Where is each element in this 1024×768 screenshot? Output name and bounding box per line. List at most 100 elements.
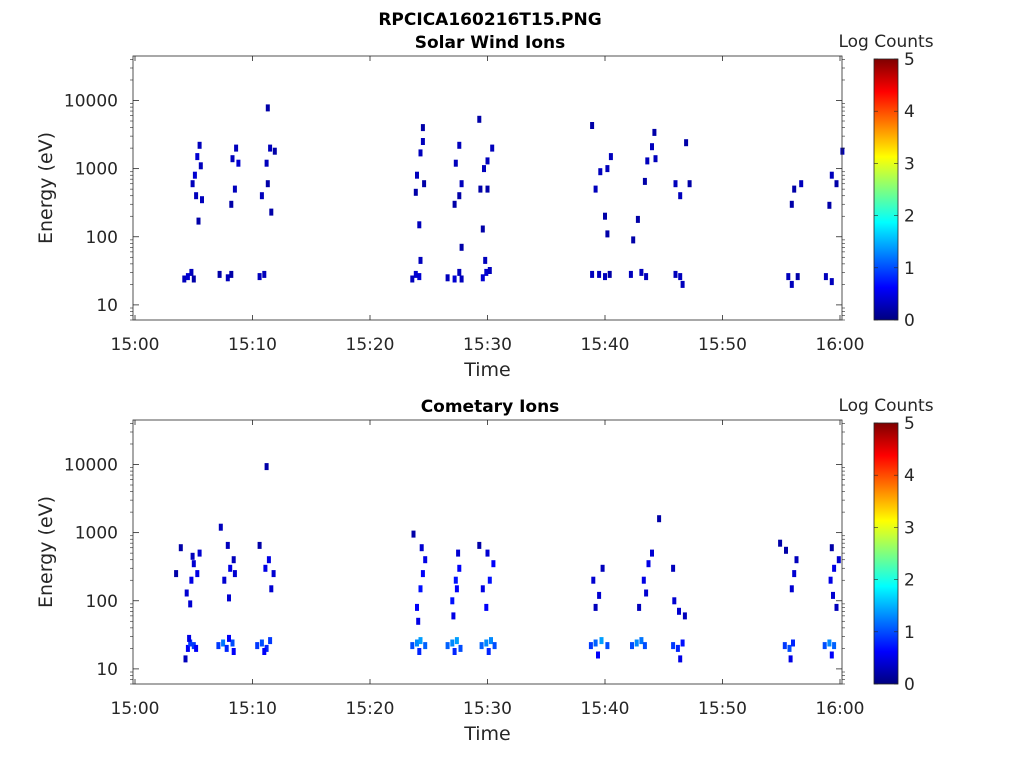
heatmap-cell — [784, 546, 788, 554]
heatmap-cell — [178, 544, 183, 552]
heatmap-cell — [264, 159, 269, 167]
heatmap-cell — [264, 644, 269, 652]
heatmap-cell — [687, 180, 692, 188]
heatmap-cell — [628, 270, 633, 278]
heatmap-cell — [410, 642, 415, 650]
heatmap-cell — [597, 270, 602, 278]
y-tick-label: 10000 — [64, 456, 118, 476]
heatmap-cell — [185, 273, 190, 281]
heatmap-cell — [680, 280, 685, 288]
heatmap-cell — [189, 576, 194, 584]
heatmap-cell — [605, 230, 610, 238]
colorbar-tick-label: 3 — [904, 154, 915, 174]
heatmap-cell — [450, 639, 455, 647]
heatmap-cell — [829, 278, 834, 286]
heatmap-cell — [827, 201, 832, 209]
heatmap-cell — [454, 585, 459, 593]
heatmap-cell — [230, 155, 235, 163]
heatmap-cell — [787, 644, 792, 652]
heatmap-cell — [194, 644, 199, 652]
heatmap-cell — [799, 180, 804, 188]
heatmap-cell — [680, 639, 685, 647]
heatmap-cell — [413, 188, 418, 196]
heatmap-cell — [420, 124, 425, 132]
x-tick-label: 16:00 — [816, 699, 865, 719]
heatmap-cell — [174, 570, 179, 578]
heatmap-cell — [225, 274, 230, 282]
heatmap-cell — [259, 192, 264, 200]
heatmap-cell — [221, 639, 226, 647]
heatmap-cell — [188, 600, 193, 608]
x-tick-label: 15:20 — [346, 699, 395, 719]
heatmap-cell — [832, 642, 837, 650]
y-tick-label: 100 — [86, 228, 118, 248]
heatmap-cell — [225, 541, 230, 549]
heatmap-cell — [418, 637, 423, 645]
heatmap-cell — [194, 192, 199, 200]
heatmap-cell — [607, 270, 612, 278]
y-tick-label: 1000 — [75, 160, 118, 180]
heatmap-cell — [657, 515, 662, 523]
heatmap-cell — [264, 463, 269, 471]
colorbar-tick-label: 4 — [904, 102, 915, 122]
heatmap-cell — [650, 143, 654, 151]
heatmap-cell — [187, 634, 192, 642]
heatmap-cell — [453, 576, 458, 584]
heatmap-cell — [422, 180, 427, 188]
heatmap-cell — [182, 275, 187, 283]
x-ticks-solar-wind: 15:00 15:10 15:20 15:30 15:40 15:50 16:00 — [111, 56, 865, 355]
heatmap-cell — [603, 212, 607, 220]
heatmap-cell — [591, 576, 596, 584]
heatmap-cell — [445, 642, 450, 650]
heatmap-cell — [423, 642, 428, 650]
heatmap-cell — [419, 544, 424, 552]
heatmap-cell — [642, 177, 647, 185]
heatmap-cell — [268, 144, 273, 152]
heatmap-cell — [411, 530, 416, 538]
y-tick-label: 100 — [86, 592, 118, 612]
colorbar-tick-label: 5 — [904, 50, 915, 70]
heatmap-cell — [229, 270, 234, 278]
panel-title-solar-wind: Solar Wind Ions — [415, 33, 566, 53]
colorbar-label-solar-wind: Log Counts — [838, 32, 933, 52]
heatmap-cell — [418, 149, 423, 157]
x-tick-label: 15:30 — [463, 699, 512, 719]
heatmap-cell — [453, 159, 458, 167]
heatmap-cell — [478, 185, 483, 193]
heatmap-cell — [588, 642, 593, 650]
heatmap-cell — [457, 192, 462, 200]
heatmap-cell — [266, 556, 271, 564]
heatmap-cell — [786, 273, 791, 281]
heatmap-cell — [673, 180, 678, 188]
colorbar-tick-label: 1 — [904, 623, 915, 643]
heatmap-cell — [637, 603, 642, 611]
heatmap-cell — [191, 275, 196, 283]
colorbar-gradient — [873, 422, 899, 685]
heatmap-cell — [678, 655, 683, 663]
heatmap-cell — [644, 273, 649, 281]
heatmap-cell — [457, 141, 462, 149]
heatmap-cell — [836, 556, 841, 564]
heatmap-cells-cometary — [174, 463, 841, 663]
heatmap-cell — [415, 603, 419, 611]
x-tick-label: 15:10 — [228, 335, 277, 355]
colorbar-cometary: 0 1 2 3 4 5 — [873, 414, 915, 695]
heatmap-cell — [634, 639, 639, 647]
heatmap-cell — [593, 185, 598, 193]
heatmap-cell — [823, 273, 828, 281]
figure-title: RPCICA160216T15.PNG — [378, 10, 601, 30]
heatmap-cell — [185, 644, 190, 652]
heatmap-cell — [639, 637, 644, 645]
heatmap-cell — [200, 196, 204, 204]
heatmap-cell — [822, 642, 827, 650]
heatmap-cell — [222, 576, 227, 584]
x-axis-label-solar-wind: Time — [463, 359, 511, 381]
x-tick-label: 16:00 — [816, 335, 865, 355]
heatmap-cell — [195, 153, 200, 161]
heatmap-cell — [644, 589, 649, 597]
x-tick-label: 15:40 — [581, 335, 630, 355]
heatmap-cell — [217, 270, 222, 278]
panel-cometary: Cometary Ions 15:00 15:10 15:20 15:30 15:40 1… — [35, 396, 934, 745]
x-tick-label: 15:50 — [698, 335, 747, 355]
heatmap-cell — [599, 637, 604, 645]
